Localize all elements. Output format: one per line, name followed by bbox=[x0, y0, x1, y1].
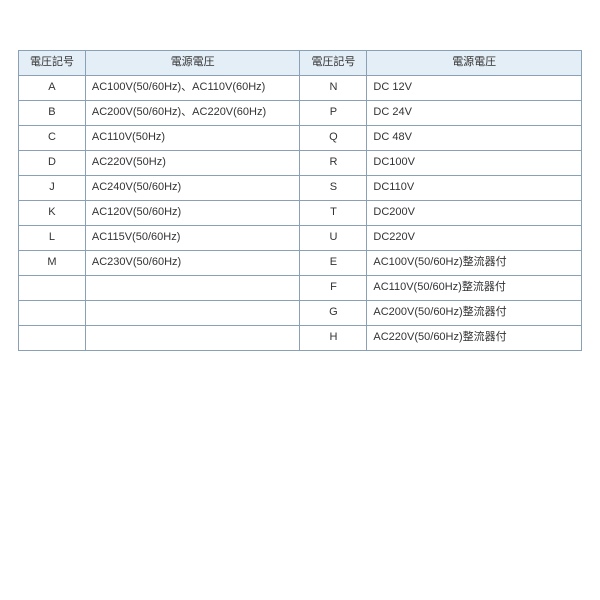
cell-value: DC200V bbox=[367, 201, 582, 226]
table-body: A AC100V(50/60Hz)、AC110V(60Hz) N DC 12V … bbox=[19, 76, 582, 351]
cell-code: D bbox=[19, 151, 86, 176]
table-row: L AC115V(50/60Hz) U DC220V bbox=[19, 226, 582, 251]
cell-value: DC110V bbox=[367, 176, 582, 201]
cell-code: P bbox=[300, 101, 367, 126]
cell-value: AC120V(50/60Hz) bbox=[85, 201, 300, 226]
cell-code: B bbox=[19, 101, 86, 126]
table-row: A AC100V(50/60Hz)、AC110V(60Hz) N DC 12V bbox=[19, 76, 582, 101]
table-row: F AC110V(50/60Hz)整流器付 bbox=[19, 276, 582, 301]
cell-code: A bbox=[19, 76, 86, 101]
cell-code: G bbox=[300, 301, 367, 326]
cell-code: M bbox=[19, 251, 86, 276]
cell-code: C bbox=[19, 126, 86, 151]
table-row: H AC220V(50/60Hz)整流器付 bbox=[19, 326, 582, 351]
cell-code: F bbox=[300, 276, 367, 301]
cell-code: Q bbox=[300, 126, 367, 151]
col-header-code-1: 電圧記号 bbox=[19, 51, 86, 76]
cell-code: J bbox=[19, 176, 86, 201]
cell-value: DC 24V bbox=[367, 101, 582, 126]
col-header-code-2: 電圧記号 bbox=[300, 51, 367, 76]
cell-value: AC100V(50/60Hz)、AC110V(60Hz) bbox=[85, 76, 300, 101]
cell-value bbox=[85, 326, 300, 351]
cell-value bbox=[85, 301, 300, 326]
cell-value: AC200V(50/60Hz)整流器付 bbox=[367, 301, 582, 326]
table-row: J AC240V(50/60Hz) S DC110V bbox=[19, 176, 582, 201]
cell-code: K bbox=[19, 201, 86, 226]
cell-value: AC110V(50Hz) bbox=[85, 126, 300, 151]
cell-value: AC115V(50/60Hz) bbox=[85, 226, 300, 251]
cell-code bbox=[19, 276, 86, 301]
cell-code: U bbox=[300, 226, 367, 251]
cell-value: DC 48V bbox=[367, 126, 582, 151]
cell-code: L bbox=[19, 226, 86, 251]
table-row: D AC220V(50Hz) R DC100V bbox=[19, 151, 582, 176]
cell-value: DC100V bbox=[367, 151, 582, 176]
table-container: 電圧記号 電源電圧 電圧記号 電源電圧 A AC100V(50/60Hz)、AC… bbox=[0, 0, 600, 351]
table-row: M AC230V(50/60Hz) E AC100V(50/60Hz)整流器付 bbox=[19, 251, 582, 276]
table-row: C AC110V(50Hz) Q DC 48V bbox=[19, 126, 582, 151]
cell-value: AC110V(50/60Hz)整流器付 bbox=[367, 276, 582, 301]
col-header-value-1: 電源電圧 bbox=[85, 51, 300, 76]
cell-code bbox=[19, 326, 86, 351]
cell-value: AC220V(50Hz) bbox=[85, 151, 300, 176]
cell-code: E bbox=[300, 251, 367, 276]
cell-value bbox=[85, 276, 300, 301]
cell-value: AC240V(50/60Hz) bbox=[85, 176, 300, 201]
cell-code: R bbox=[300, 151, 367, 176]
cell-code: H bbox=[300, 326, 367, 351]
cell-code: T bbox=[300, 201, 367, 226]
cell-value: AC220V(50/60Hz)整流器付 bbox=[367, 326, 582, 351]
cell-value: AC200V(50/60Hz)、AC220V(60Hz) bbox=[85, 101, 300, 126]
table-row: G AC200V(50/60Hz)整流器付 bbox=[19, 301, 582, 326]
col-header-value-2: 電源電圧 bbox=[367, 51, 582, 76]
cell-code: N bbox=[300, 76, 367, 101]
table-row: K AC120V(50/60Hz) T DC200V bbox=[19, 201, 582, 226]
cell-value: DC 12V bbox=[367, 76, 582, 101]
cell-value: AC230V(50/60Hz) bbox=[85, 251, 300, 276]
cell-value: DC220V bbox=[367, 226, 582, 251]
cell-code bbox=[19, 301, 86, 326]
voltage-table: 電圧記号 電源電圧 電圧記号 電源電圧 A AC100V(50/60Hz)、AC… bbox=[18, 50, 582, 351]
cell-code: S bbox=[300, 176, 367, 201]
cell-value: AC100V(50/60Hz)整流器付 bbox=[367, 251, 582, 276]
table-header-row: 電圧記号 電源電圧 電圧記号 電源電圧 bbox=[19, 51, 582, 76]
table-row: B AC200V(50/60Hz)、AC220V(60Hz) P DC 24V bbox=[19, 101, 582, 126]
